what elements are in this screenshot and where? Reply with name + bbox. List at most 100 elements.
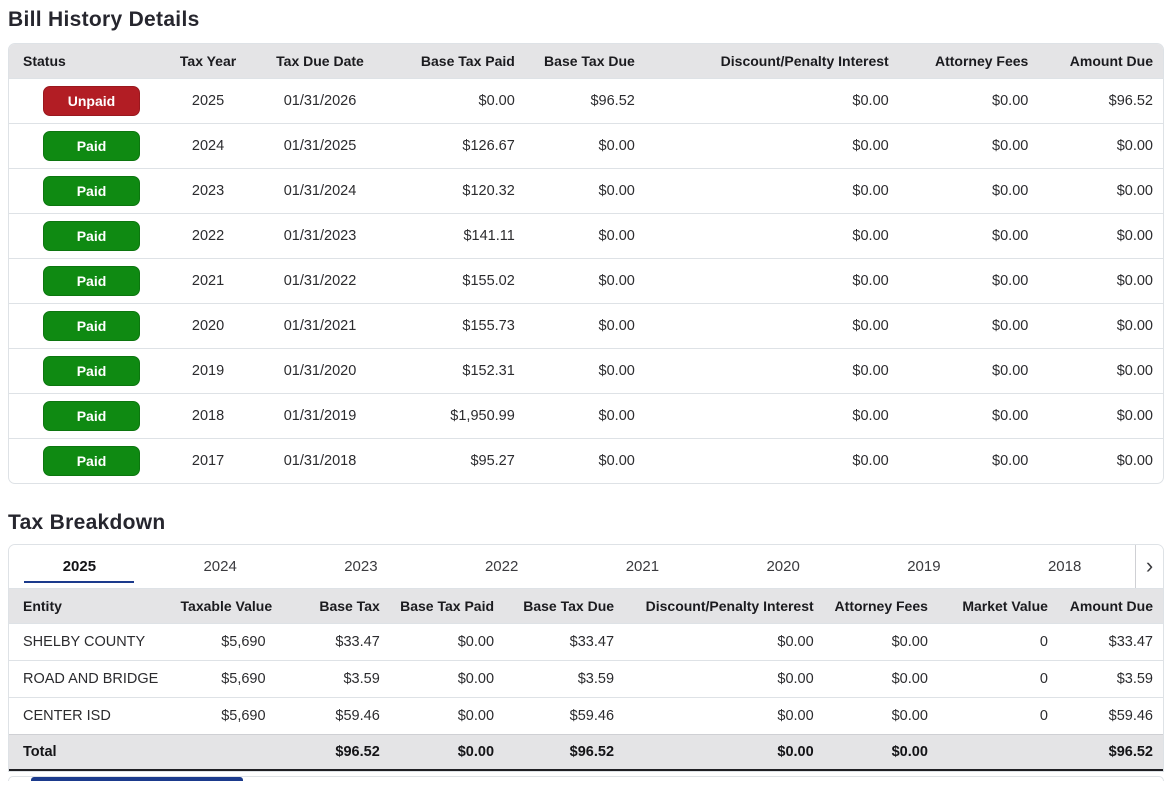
entity-cell: SHELBY COUNTY bbox=[9, 623, 171, 660]
tab-2024[interactable]: 2024 bbox=[203, 558, 237, 575]
amount-due-cell: $0.00 bbox=[1038, 348, 1163, 393]
tab-2022[interactable]: 2022 bbox=[484, 558, 519, 575]
amount-due-cell: $3.59 bbox=[1057, 660, 1163, 697]
tax-due-date-cell: 01/31/2026 bbox=[250, 78, 390, 123]
tax-due-date-cell: 01/31/2020 bbox=[250, 348, 390, 393]
status-badge[interactable]: Paid bbox=[43, 446, 140, 476]
status-cell: Paid bbox=[9, 393, 166, 438]
tax-year-cell: 2019 bbox=[165, 348, 251, 393]
cut-off-next-section bbox=[8, 776, 1164, 781]
next-tabs-button[interactable]: › bbox=[1135, 545, 1163, 588]
column-header-status: Status bbox=[9, 44, 166, 78]
tab-2020[interactable]: 2020 bbox=[766, 558, 800, 575]
column-header-discount-penalty-interest: Discount/Penalty Interest bbox=[624, 588, 824, 623]
tab-2025[interactable]: 2025 bbox=[9, 545, 150, 588]
total-row: Total $96.52 $0.00 $96.52 $0.00 $0.00 $9… bbox=[9, 734, 1163, 771]
discount-penalty-interest-cell: $0.00 bbox=[624, 734, 824, 771]
amount-due-cell: $0.00 bbox=[1038, 168, 1163, 213]
entity-cell: CENTER ISD bbox=[9, 697, 171, 734]
tab-2021[interactable]: 2021 bbox=[625, 558, 660, 575]
base-tax-due-cell: $0.00 bbox=[524, 438, 645, 483]
discount-penalty-interest-cell: $0.00 bbox=[644, 78, 899, 123]
table-row: CENTER ISD $5,690 $59.46 $0.00 $59.46 $0… bbox=[9, 697, 1163, 734]
cut-off-blue-element[interactable] bbox=[31, 777, 243, 781]
amount-due-cell: $59.46 bbox=[1057, 697, 1163, 734]
tab-2023[interactable]: 2023 bbox=[344, 558, 378, 575]
attorney-fees-cell: $0.00 bbox=[898, 213, 1039, 258]
column-header-base-tax-due: Base Tax Due bbox=[504, 588, 625, 623]
attorney-fees-cell: $0.00 bbox=[823, 697, 938, 734]
status-badge[interactable]: Paid bbox=[43, 401, 140, 431]
attorney-fees-cell: $0.00 bbox=[898, 78, 1039, 123]
status-badge[interactable]: Paid bbox=[43, 266, 140, 296]
amount-due-cell: $96.52 bbox=[1038, 78, 1163, 123]
tax-year-cell: 2018 bbox=[165, 393, 251, 438]
tax-due-date-cell: 01/31/2019 bbox=[250, 393, 390, 438]
base-tax-paid-cell: $120.32 bbox=[389, 168, 525, 213]
bill-history-title: Bill History Details bbox=[8, 8, 200, 31]
base-tax-paid-cell: $155.73 bbox=[389, 303, 525, 348]
status-badge[interactable]: Paid bbox=[43, 356, 140, 386]
market-value-cell: 0 bbox=[937, 660, 1058, 697]
tax-year-cell: 2025 bbox=[165, 78, 251, 123]
base-tax-paid-cell: $1,950.99 bbox=[389, 393, 525, 438]
base-tax-paid-cell: $95.27 bbox=[389, 438, 525, 483]
amount-due-cell: $0.00 bbox=[1038, 258, 1163, 303]
base-tax-cell: $59.46 bbox=[275, 697, 390, 734]
column-header-tax-year: Tax Year bbox=[165, 44, 251, 78]
status-cell: Paid bbox=[9, 258, 166, 303]
status-badge[interactable]: Paid bbox=[43, 131, 140, 161]
attorney-fees-cell: $0.00 bbox=[898, 348, 1039, 393]
attorney-fees-cell: $0.00 bbox=[898, 438, 1039, 483]
base-tax-paid-cell: $0.00 bbox=[389, 697, 505, 734]
tax-year-cell: 2021 bbox=[165, 258, 251, 303]
year-tabs: 2025 2024 2023 2022 2021 2020 2019 2018 … bbox=[9, 545, 1163, 588]
tab-2018[interactable]: 2018 bbox=[1047, 558, 1082, 575]
table-row: Paid 2023 01/31/2024 $120.32 $0.00 $0.00… bbox=[9, 168, 1163, 213]
table-row: ROAD AND BRIDGE $5,690 $3.59 $0.00 $3.59… bbox=[9, 660, 1163, 697]
base-tax-cell: $3.59 bbox=[275, 660, 390, 697]
attorney-fees-cell: $0.00 bbox=[898, 123, 1039, 168]
base-tax-due-cell: $96.52 bbox=[504, 734, 625, 771]
table-row: Paid 2020 01/31/2021 $155.73 $0.00 $0.00… bbox=[9, 303, 1163, 348]
base-tax-paid-cell: $0.00 bbox=[389, 623, 505, 660]
status-badge[interactable]: Unpaid bbox=[43, 86, 140, 116]
tax-year-cell: 2022 bbox=[165, 213, 251, 258]
base-tax-due-cell: $0.00 bbox=[524, 213, 645, 258]
base-tax-due-cell: $96.52 bbox=[524, 78, 645, 123]
taxable-value-cell bbox=[170, 734, 276, 771]
status-badge[interactable]: Paid bbox=[43, 311, 140, 341]
base-tax-paid-cell: $126.67 bbox=[389, 123, 525, 168]
attorney-fees-cell: $0.00 bbox=[898, 258, 1039, 303]
discount-penalty-interest-cell: $0.00 bbox=[624, 623, 824, 660]
discount-penalty-interest-cell: $0.00 bbox=[644, 393, 899, 438]
column-header-base-tax-paid: Base Tax Paid bbox=[389, 588, 505, 623]
base-tax-paid-cell: $141.11 bbox=[389, 213, 525, 258]
status-cell: Unpaid bbox=[9, 78, 166, 123]
tax-year-cell: 2024 bbox=[165, 123, 251, 168]
base-tax-due-cell: $0.00 bbox=[524, 123, 645, 168]
tax-due-date-cell: 01/31/2018 bbox=[250, 438, 390, 483]
column-header-attorney-fees: Attorney Fees bbox=[823, 588, 938, 623]
base-tax-due-cell: $0.00 bbox=[524, 258, 645, 303]
tax-breakdown-card: 2025 2024 2023 2022 2021 2020 2019 2018 … bbox=[8, 544, 1164, 772]
tab-2019[interactable]: 2019 bbox=[907, 558, 941, 575]
bill-history-table: Status Tax Year Tax Due Date Base Tax Pa… bbox=[9, 44, 1163, 483]
status-badge[interactable]: Paid bbox=[43, 221, 140, 251]
table-row: Unpaid 2025 01/31/2026 $0.00 $96.52 $0.0… bbox=[9, 78, 1163, 123]
column-header-amount-due: Amount Due bbox=[1057, 588, 1163, 623]
tax-breakdown-table: Entity Taxable Value Base Tax Base Tax P… bbox=[9, 588, 1163, 771]
base-tax-due-cell: $0.00 bbox=[524, 168, 645, 213]
discount-penalty-interest-cell: $0.00 bbox=[644, 258, 899, 303]
base-tax-due-cell: $0.00 bbox=[524, 348, 645, 393]
amount-due-cell: $0.00 bbox=[1038, 438, 1163, 483]
bill-history-card: Status Tax Year Tax Due Date Base Tax Pa… bbox=[8, 43, 1164, 484]
amount-due-cell: $96.52 bbox=[1057, 734, 1163, 771]
status-badge[interactable]: Paid bbox=[43, 176, 140, 206]
amount-due-cell: $33.47 bbox=[1057, 623, 1163, 660]
tax-year-cell: 2020 bbox=[165, 303, 251, 348]
discount-penalty-interest-cell: $0.00 bbox=[624, 660, 824, 697]
base-tax-paid-cell: $0.00 bbox=[389, 78, 525, 123]
taxable-value-cell: $5,690 bbox=[170, 660, 276, 697]
market-value-cell: 0 bbox=[937, 623, 1058, 660]
